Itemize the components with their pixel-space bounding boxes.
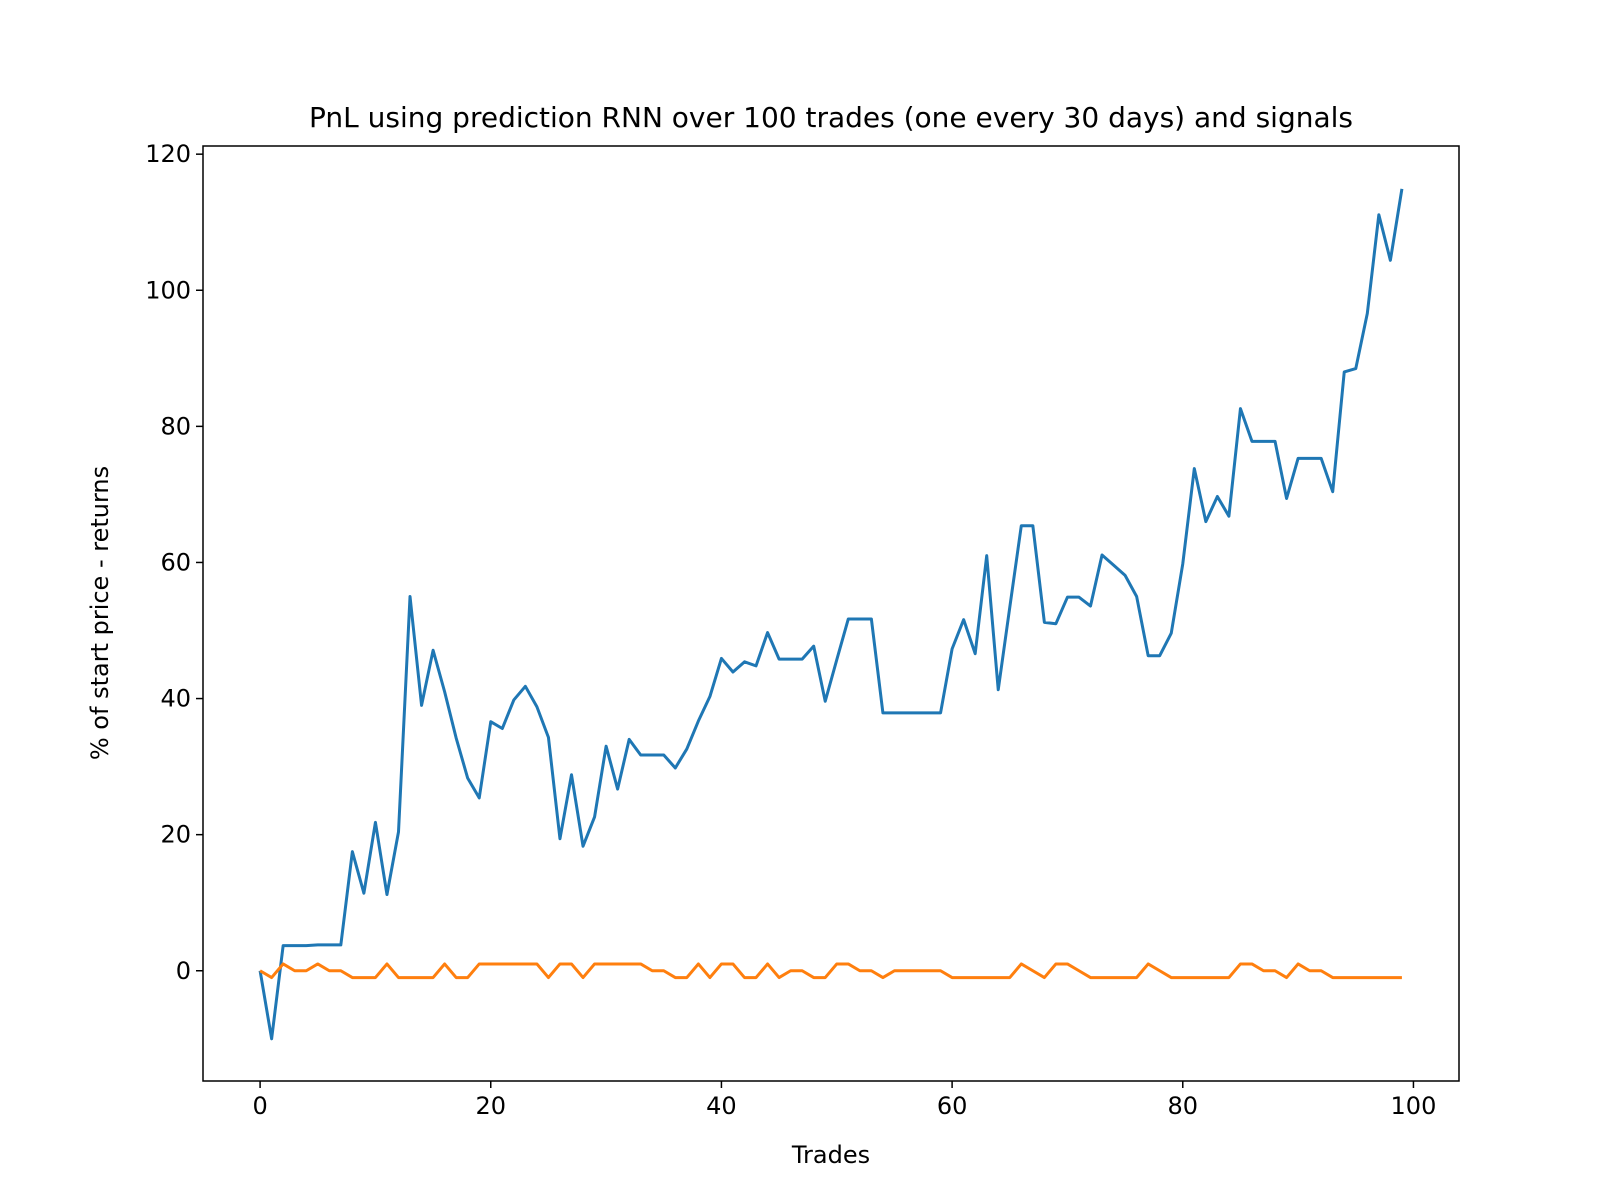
line-series: [258, 188, 1404, 1041]
y-axis-label: % of start price - returns: [86, 466, 114, 760]
plot-frame: [202, 145, 1460, 1082]
x-tick-label: 0: [252, 1092, 267, 1120]
x-tick-label: 100: [1391, 1092, 1437, 1120]
x-axis-label: Trades: [791, 1141, 870, 1169]
chart-title: PnL using prediction RNN over 100 trades…: [309, 101, 1353, 134]
y-tick-label: 20: [160, 821, 191, 849]
y-tick-label: 60: [160, 548, 191, 576]
y-tick-label: 40: [160, 685, 191, 713]
line-series: [259, 962, 1402, 980]
x-tick-label: 60: [937, 1092, 968, 1120]
x-tick-label: 20: [475, 1092, 506, 1120]
x-tick-label: 40: [706, 1092, 737, 1120]
y-tick-label: 120: [145, 140, 191, 168]
x-tick-label: 80: [1167, 1092, 1198, 1120]
y-tick-label: 0: [176, 957, 191, 985]
y-tick-label: 80: [160, 412, 191, 440]
y-tick-label: 100: [145, 276, 191, 304]
